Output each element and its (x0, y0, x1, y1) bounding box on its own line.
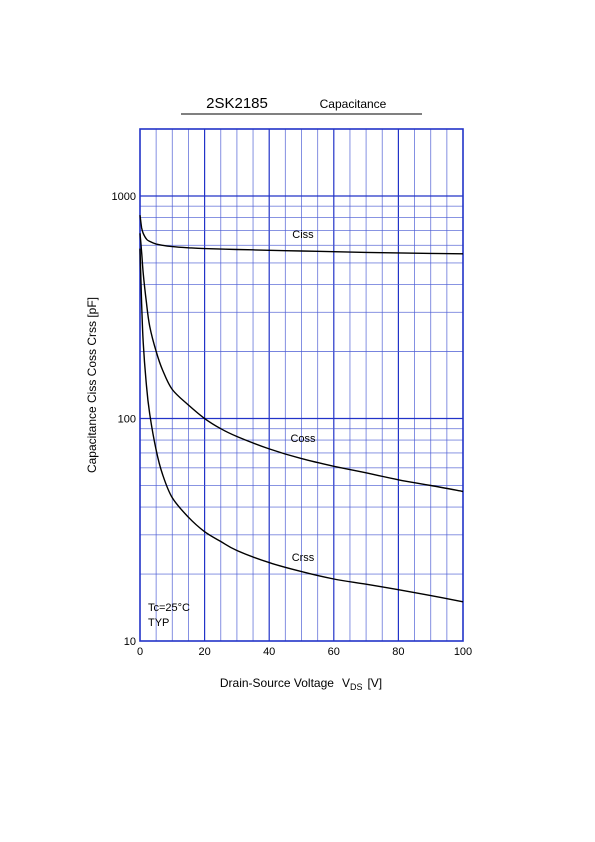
x-axis-label: Drain-Source Voltage VDS [V] (220, 676, 382, 692)
chart-subtitle: Capacitance (320, 97, 387, 111)
chart-title: 2SK2185 (206, 95, 268, 112)
plot-frame (139, 128, 464, 642)
label-crss: Crss (292, 552, 315, 564)
label-coss: Coss (290, 433, 316, 445)
curves (139, 215, 464, 603)
y-tick-label: 1000 (112, 191, 136, 203)
series-line-coss (139, 233, 464, 493)
x-tick-label: 80 (392, 646, 404, 658)
annotation-typ: TYP (148, 617, 169, 629)
y-tick-label: 100 (118, 413, 136, 425)
tick-labels: 0 20 40 60 80 100 10 100 1000 (112, 191, 473, 658)
label-ciss: Ciss (292, 229, 314, 241)
x-tick-label: 0 (137, 646, 143, 658)
series-line-ciss (139, 215, 464, 255)
x-tick-label: 40 (263, 646, 275, 658)
y-tick-label: 10 (124, 636, 136, 648)
grid (140, 129, 463, 641)
series-line-crss (139, 248, 464, 603)
x-tick-label: 60 (328, 646, 340, 658)
y-axis-label: Capacitance Ciss Coss Crss [pF] (85, 297, 99, 473)
annotation-temp: Tc=25°C (148, 602, 190, 614)
x-tick-label: 100 (454, 646, 472, 658)
x-tick-label: 20 (198, 646, 210, 658)
